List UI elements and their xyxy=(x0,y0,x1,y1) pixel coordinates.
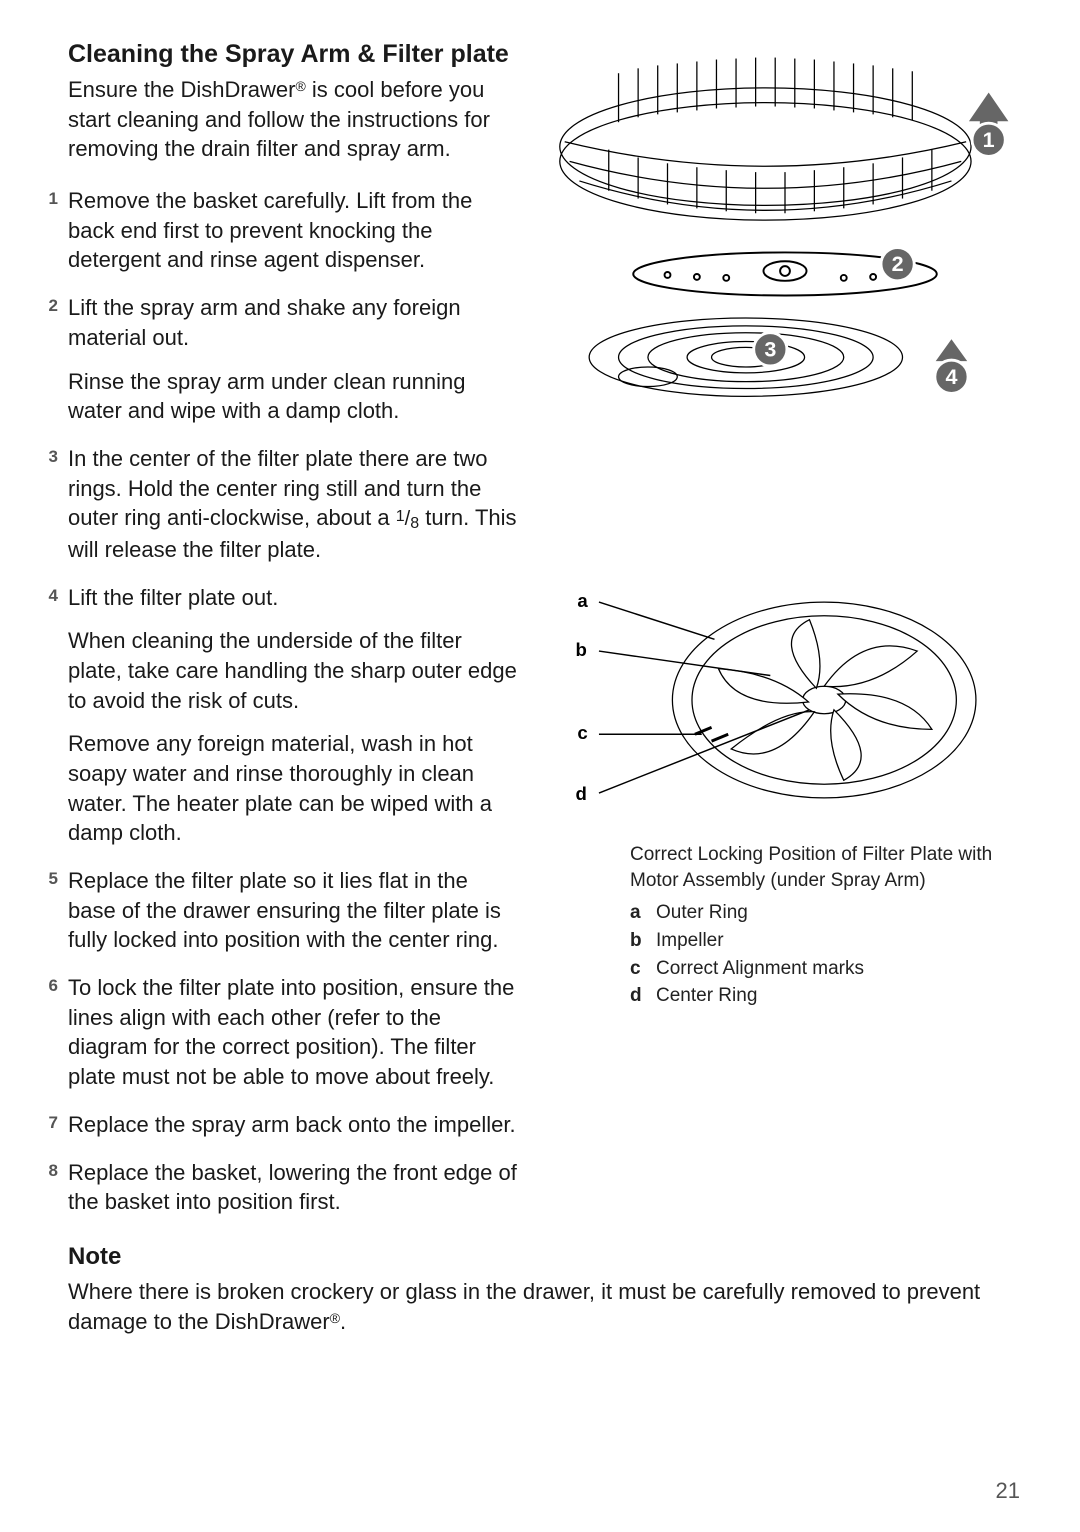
legend-key: b xyxy=(630,928,646,954)
step-number: 7 xyxy=(40,1110,58,1140)
step-item: 3In the center of the filter plate there… xyxy=(40,444,520,565)
page-number: 21 xyxy=(996,1478,1020,1504)
step-paragraph: To lock the filter plate into position, … xyxy=(68,973,520,1092)
figure2-caption: Correct Locking Position of Filter Plate… xyxy=(630,842,1020,1010)
svg-text:1: 1 xyxy=(983,128,995,152)
figure1-badge-3: 3 xyxy=(754,333,787,366)
step-number: 3 xyxy=(40,444,58,565)
filter-plate-assembly-drawing xyxy=(672,602,976,798)
legend-item: b Impeller xyxy=(630,927,1020,955)
step-number: 5 xyxy=(40,866,58,955)
step-number: 8 xyxy=(40,1158,58,1217)
step-number: 1 xyxy=(40,186,58,275)
figure-exploded-view: 1 2 3 4 xyxy=(550,40,1020,410)
step-number: 2 xyxy=(40,293,58,426)
note-text-a: Where there is broken crockery or glass … xyxy=(68,1279,980,1334)
step-body: Replace the spray arm back onto the impe… xyxy=(68,1110,520,1140)
step-body: Remove the basket carefully. Lift from t… xyxy=(68,186,520,275)
section-title: Cleaning the Spray Arm & Filter plate xyxy=(68,40,520,69)
intro-text-a: Ensure the DishDrawer xyxy=(68,77,295,102)
step-number: 4 xyxy=(40,583,58,849)
legend-label: Correct Alignment marks xyxy=(656,956,864,982)
step-item: 1Remove the basket carefully. Lift from … xyxy=(40,186,520,275)
intro-paragraph: Ensure the DishDrawer® is cool before yo… xyxy=(68,75,520,164)
legend-item: d Center Ring xyxy=(630,982,1020,1010)
note-body: Where there is broken crockery or glass … xyxy=(68,1277,1020,1336)
step-item: 6To lock the filter plate into position,… xyxy=(40,973,520,1092)
note-text-b: . xyxy=(340,1309,346,1334)
legend-key: d xyxy=(630,983,646,1009)
step-item: 8Replace the basket, lowering the front … xyxy=(40,1158,520,1217)
svg-text:2: 2 xyxy=(892,252,904,276)
step-paragraph: In the center of the filter plate there … xyxy=(68,444,520,565)
registered-mark: ® xyxy=(295,78,305,94)
step-body: Replace the basket, lowering the front e… xyxy=(68,1158,520,1217)
filter-plate-drawing xyxy=(589,318,902,396)
figure1-badge-4: 4 xyxy=(935,360,968,393)
figure2-caption-text: Correct Locking Position of Filter Plate… xyxy=(630,842,1020,893)
figure-filter-plate-top-view: a b c d xyxy=(550,570,1020,830)
registered-mark: ® xyxy=(330,1310,340,1326)
step-paragraph: Remove any foreign material, wash in hot… xyxy=(68,729,520,848)
step-paragraph: Remove the basket carefully. Lift from t… xyxy=(68,186,520,275)
step-body: Lift the spray arm and shake any foreign… xyxy=(68,293,520,426)
figure2-legend: a Outer Ring b Impeller c Correct Alignment m… xyxy=(630,899,1020,1010)
step-paragraph: Lift the filter plate out. xyxy=(68,583,520,613)
figure1-badge-2: 2 xyxy=(881,248,914,281)
step-paragraph: Replace the basket, lowering the front e… xyxy=(68,1158,520,1217)
step-body: Lift the filter plate out. When cleaning … xyxy=(68,583,520,849)
basket-drawing xyxy=(560,58,971,221)
svg-text:c: c xyxy=(577,722,587,743)
step-item: 4 Lift the filter plate out. When cleaning… xyxy=(40,583,520,849)
step-body: To lock the filter plate into position, … xyxy=(68,973,520,1092)
step-paragraph: Lift the spray arm and shake any foreign… xyxy=(68,293,520,352)
note-title: Note xyxy=(68,1243,1020,1271)
legend-label: Outer Ring xyxy=(656,900,748,926)
svg-text:b: b xyxy=(575,639,586,660)
step-number: 6 xyxy=(40,973,58,1092)
step-paragraph: Replace the spray arm back onto the impe… xyxy=(68,1110,520,1140)
step-paragraph: Replace the filter plate so it lies flat… xyxy=(68,866,520,955)
legend-item: c Correct Alignment marks xyxy=(630,955,1020,983)
figure1-badge-1: 1 xyxy=(972,123,1005,156)
step-item: 2Lift the spray arm and shake any foreig… xyxy=(40,293,520,426)
svg-text:3: 3 xyxy=(764,337,776,361)
legend-item: a Outer Ring xyxy=(630,899,1020,927)
step-item: 7 Replace the spray arm back onto the imp… xyxy=(40,1110,520,1140)
step-body: In the center of the filter plate there … xyxy=(68,444,520,565)
fraction: 1/8 xyxy=(396,505,419,530)
legend-label: Center Ring xyxy=(656,983,757,1009)
svg-text:d: d xyxy=(575,783,586,804)
step-paragraph: When cleaning the underside of the filte… xyxy=(68,626,520,715)
step-body: Replace the filter plate so it lies flat… xyxy=(68,866,520,955)
svg-text:4: 4 xyxy=(945,365,957,389)
legend-label: Impeller xyxy=(656,928,724,954)
legend-key: a xyxy=(630,900,646,926)
steps-list: 1Remove the basket carefully. Lift from … xyxy=(40,186,520,1217)
step-paragraph: Rinse the spray arm under clean running … xyxy=(68,367,520,426)
svg-text:a: a xyxy=(577,590,588,611)
legend-key: c xyxy=(630,956,646,982)
step-item: 5Replace the filter plate so it lies fla… xyxy=(40,866,520,955)
